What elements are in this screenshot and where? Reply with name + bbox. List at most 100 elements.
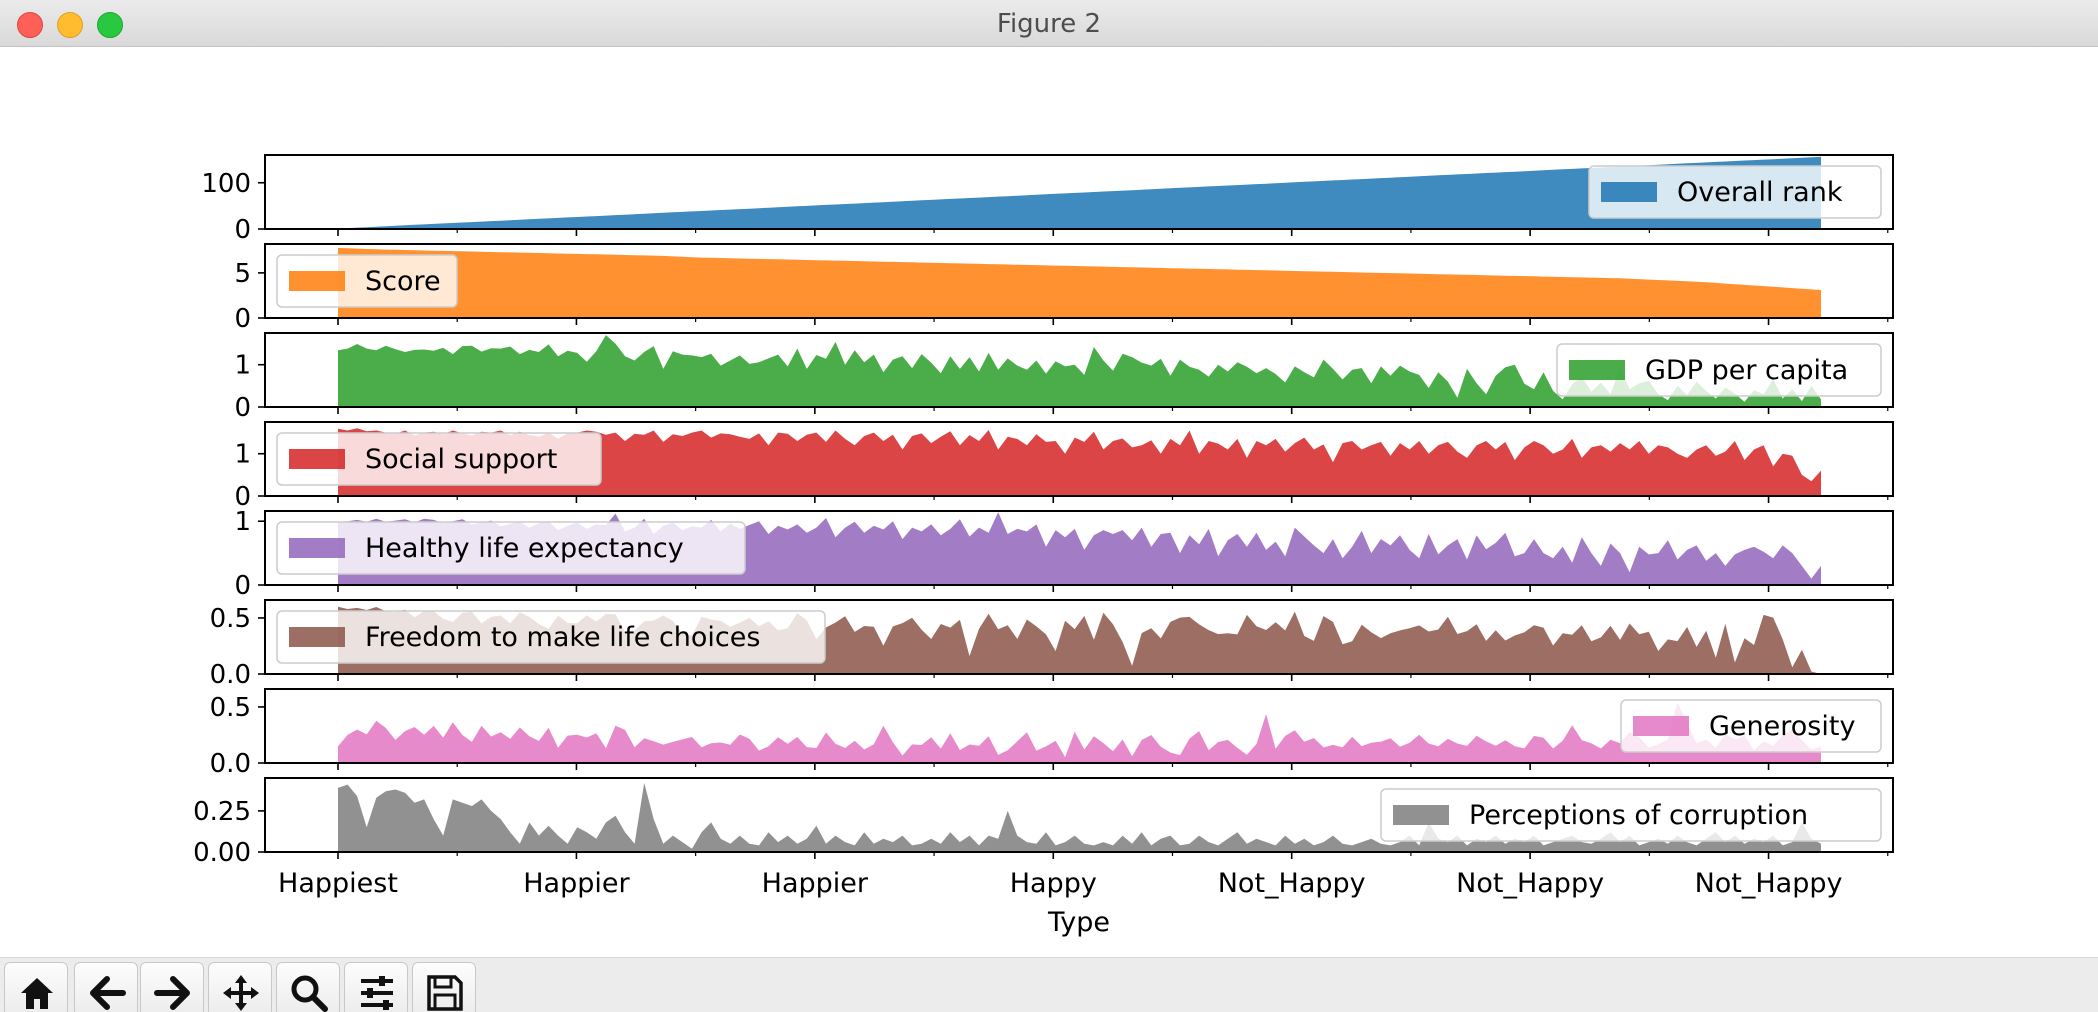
subplot-social-support: 0 1 Social support xyxy=(234,421,1894,512)
legend-swatch xyxy=(1393,805,1449,825)
y-tick-label: 0 xyxy=(234,482,251,512)
magnifier-icon xyxy=(291,975,328,1012)
legend-box xyxy=(276,432,602,486)
y-tick-label: 0.0 xyxy=(210,749,251,779)
subplot-freedom-to-make-life-choices: 0.0 0.5 Freedom to make life choices xyxy=(210,599,1894,690)
legend-perceptions-of-corruption: Perceptions of corruption xyxy=(1380,788,1882,842)
title-bar: Figure 2 xyxy=(0,0,2098,47)
subplot-overall-rank: 0 100 Overall rank xyxy=(201,154,1894,245)
pan-button[interactable] xyxy=(208,962,272,1012)
axes-frame xyxy=(264,243,1894,319)
x-tick-label: Happier xyxy=(762,868,869,899)
legend-gdp-per-capita: GDP per capita xyxy=(1556,343,1882,397)
legend-box xyxy=(1380,788,1882,842)
x-tick-label: Happier xyxy=(523,868,630,899)
axes-frame xyxy=(264,332,1894,408)
y-tick-label: 0 xyxy=(234,393,251,423)
legend-healthy-life-expectancy: Healthy life expectancy xyxy=(276,521,746,575)
legend-swatch xyxy=(289,627,345,647)
forward-button[interactable] xyxy=(140,962,204,1012)
legend-box xyxy=(1620,699,1882,753)
y-tick-label: 1 xyxy=(234,507,251,537)
area-score xyxy=(338,247,1821,318)
x-tick-label: Not_Happy xyxy=(1456,868,1604,899)
subplot-gdp-per-capita: 0 1 GDP per capita xyxy=(234,332,1894,423)
window-title: Figure 2 xyxy=(996,9,1102,39)
area-social-support xyxy=(338,428,1821,496)
x-tick-label: Happiest xyxy=(278,868,398,899)
x-axis-label: Type xyxy=(1047,907,1110,938)
axes-frame xyxy=(264,599,1894,675)
move-icon xyxy=(223,975,259,1011)
y-tick-label: 0.00 xyxy=(193,838,251,868)
close-window-button[interactable] xyxy=(17,12,43,38)
y-tick-label: 0 xyxy=(234,304,251,334)
y-tick-label: 1 xyxy=(234,351,251,381)
y-tick-label: 5 xyxy=(234,259,251,289)
area-perceptions-of-corruption xyxy=(338,782,1821,852)
subplot-healthy-life-expectancy: 0 1 Healthy life expectancy xyxy=(234,507,1894,601)
back-button[interactable] xyxy=(74,962,138,1012)
axes-frame xyxy=(264,421,1894,497)
area-gdp-per-capita xyxy=(338,335,1821,407)
legend-label: Perceptions of corruption xyxy=(1469,800,1808,831)
arrow-right-icon xyxy=(154,976,190,1010)
x-tick-label: Not_Happy xyxy=(1695,868,1843,899)
legend-box xyxy=(276,610,826,664)
axes-frame xyxy=(264,688,1894,764)
y-tick-label: 0.0 xyxy=(210,660,251,690)
zoom-button[interactable] xyxy=(276,962,340,1012)
y-tick-label: 0 xyxy=(234,215,251,245)
legend-generosity: Generosity xyxy=(1620,699,1882,753)
y-tick-label: 1 xyxy=(234,440,251,470)
y-tick-label: 0.25 xyxy=(193,797,251,827)
minimize-window-button[interactable] xyxy=(57,12,83,38)
y-tick-label: 100 xyxy=(201,169,251,199)
figure-canvas[interactable]: 0 100 Overall rank 0 5 Score 0 1 GDP per capita 0… xyxy=(0,47,2098,957)
legend-label: Social support xyxy=(365,444,557,475)
arrow-left-icon xyxy=(90,976,126,1010)
axes-frame xyxy=(264,154,1894,230)
y-tick-label: 0.5 xyxy=(210,693,251,723)
x-tick-label: Not_Happy xyxy=(1218,868,1366,899)
configure-subplots-button[interactable] xyxy=(344,962,408,1012)
legend-swatch xyxy=(289,449,345,469)
home-button[interactable] xyxy=(4,962,68,1012)
navigation-toolbar xyxy=(0,957,2098,1012)
legend-score: Score xyxy=(276,254,458,308)
legend-swatch xyxy=(1569,360,1625,380)
subplot-generosity: 0.0 0.5 Generosity xyxy=(210,688,1894,779)
legend-label: Freedom to make life choices xyxy=(365,622,760,653)
sliders-icon xyxy=(361,976,393,1010)
legend-social-support: Social support xyxy=(276,432,602,486)
subplot-score: 0 5 Score xyxy=(234,243,1894,334)
maximize-window-button[interactable] xyxy=(97,12,123,38)
legend-overall-rank: Overall rank xyxy=(1588,165,1882,219)
legend-box xyxy=(276,254,458,308)
area-generosity xyxy=(338,702,1821,763)
legend-box xyxy=(276,521,746,575)
legend-swatch xyxy=(289,271,345,291)
floppy-disk-icon xyxy=(427,975,463,1011)
axes-frame xyxy=(264,510,1894,586)
home-icon xyxy=(21,978,53,1009)
x-tick-label: Happy xyxy=(1010,868,1097,899)
legend-label: Overall rank xyxy=(1677,177,1843,208)
legend-label: Healthy life expectancy xyxy=(365,533,684,564)
save-button[interactable] xyxy=(412,962,476,1012)
legend-swatch xyxy=(289,538,345,558)
legend-label: GDP per capita xyxy=(1645,355,1848,386)
subplot-perceptions-of-corruption: 0.00 0.25 Perceptions of corruption xyxy=(193,777,1894,868)
legend-label: Generosity xyxy=(1709,711,1855,742)
legend-swatch xyxy=(1633,716,1689,736)
y-tick-label: 0 xyxy=(234,571,251,601)
legend-box xyxy=(1556,343,1882,397)
y-tick-label: 0.5 xyxy=(210,604,251,634)
legend-swatch xyxy=(1601,182,1657,202)
legend-freedom-to-make-life-choices: Freedom to make life choices xyxy=(276,610,826,664)
area-overall-rank xyxy=(338,156,1821,229)
legend-box xyxy=(1588,165,1882,219)
legend-label: Score xyxy=(365,266,441,297)
